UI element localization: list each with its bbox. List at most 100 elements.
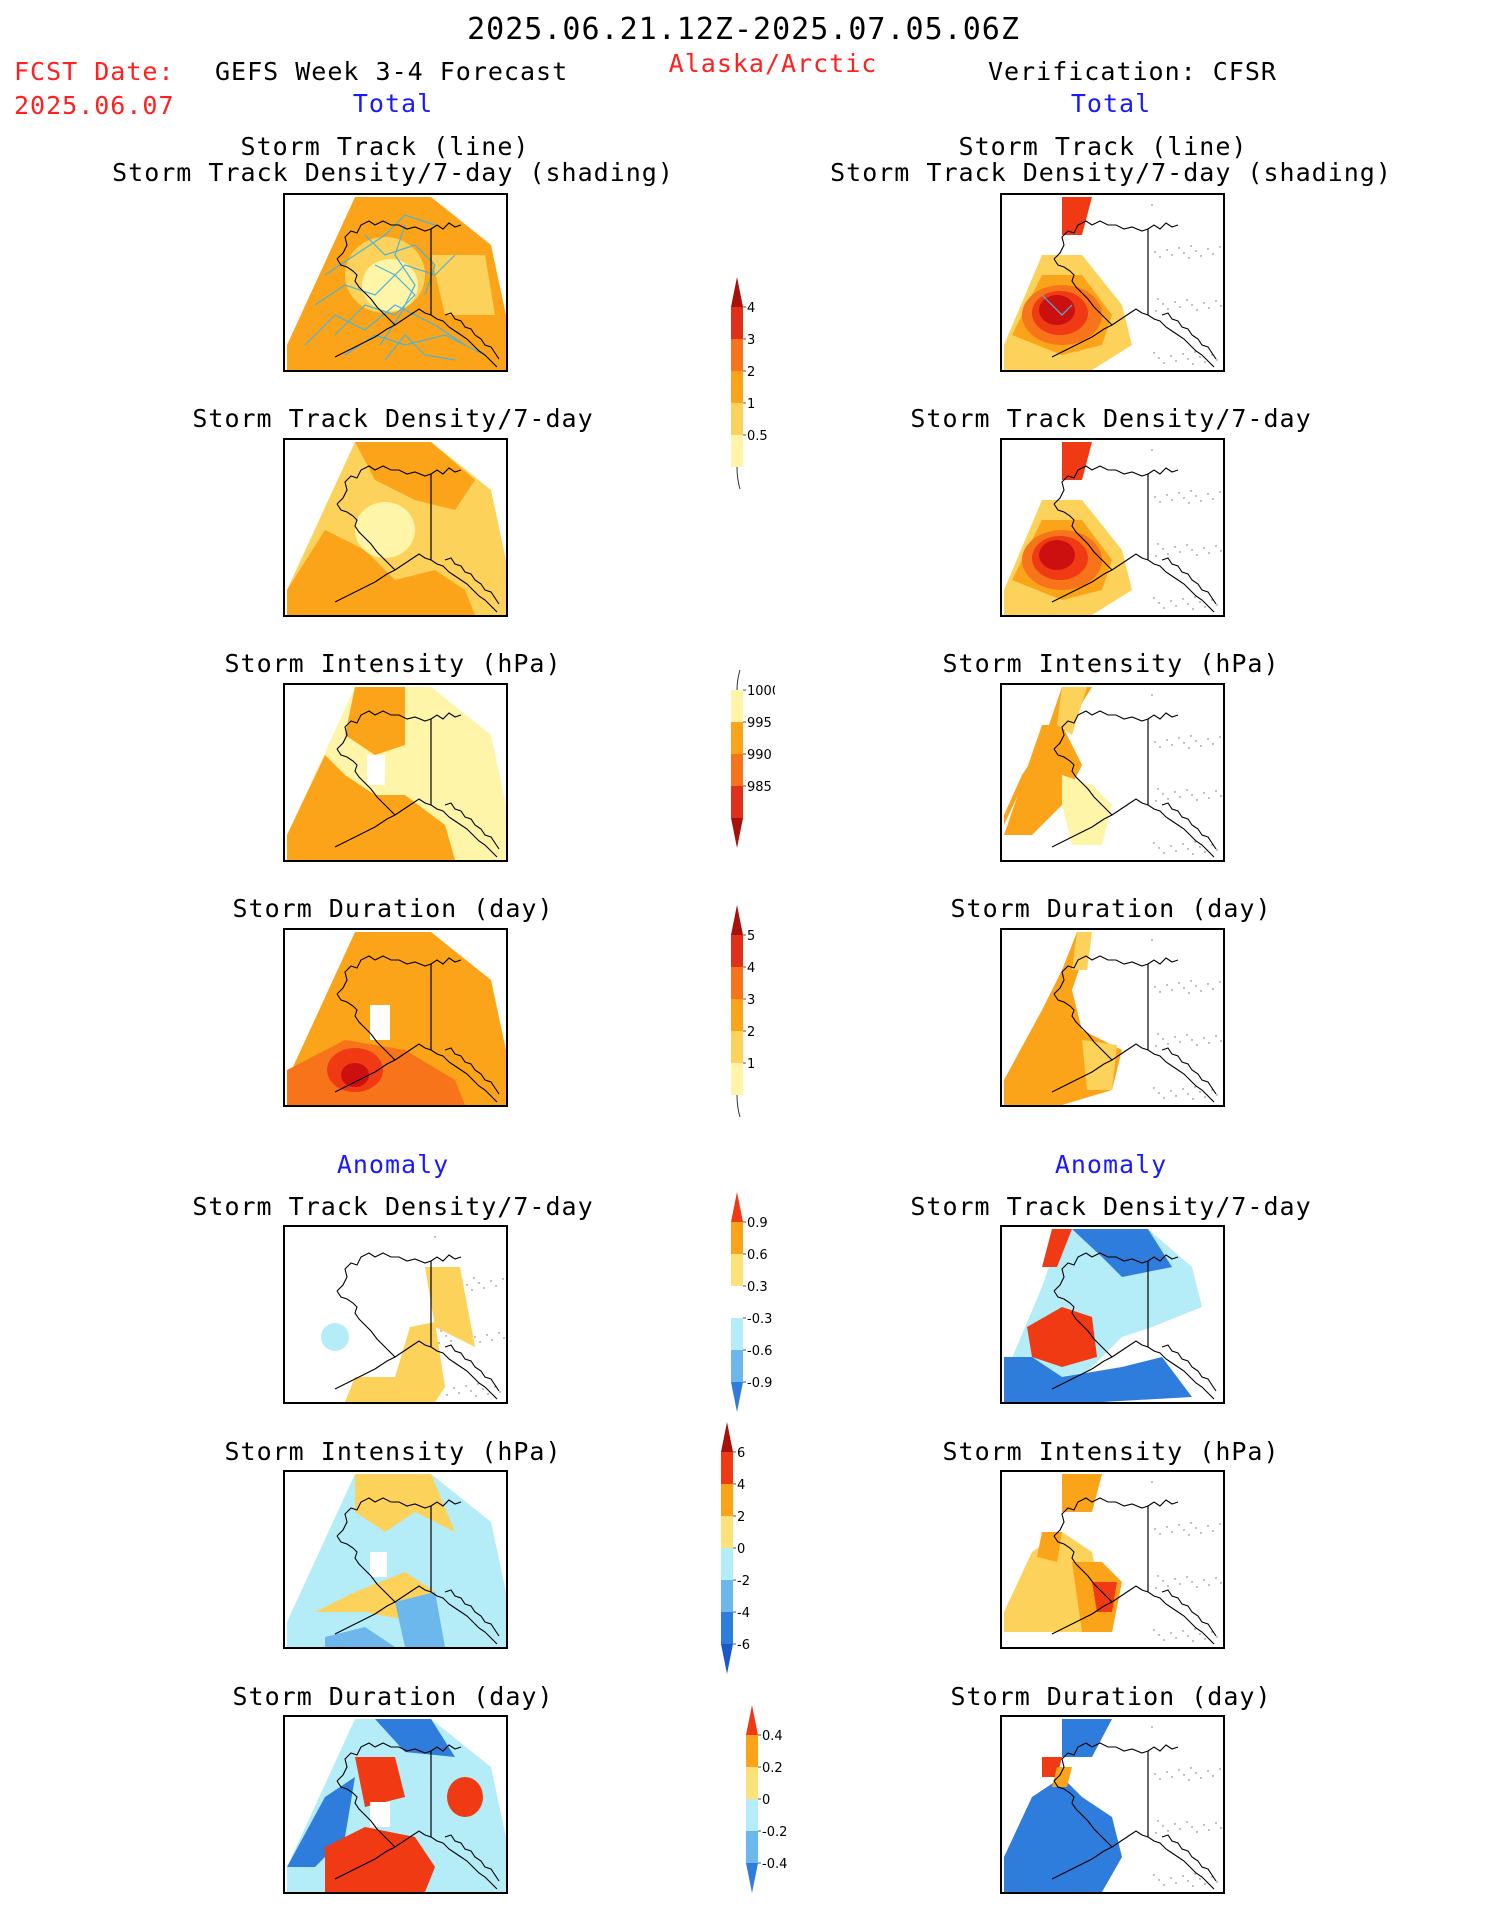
- colorbar-swatch: [731, 307, 743, 339]
- shading-area: [345, 1322, 445, 1402]
- shading-area: [375, 1719, 455, 1757]
- shading-area: [1072, 1229, 1172, 1277]
- shading-area: [355, 502, 415, 558]
- colorbar-tick-label: 0.9: [747, 1216, 768, 1231]
- colorbar-swatch: [731, 371, 743, 403]
- colorbar-tick-label: -0.2: [762, 1825, 787, 1840]
- shading-area: [1072, 932, 1092, 970]
- title-track-line-cfsr: Storm Track (line): [958, 132, 1248, 161]
- colorbar-tick-label: -6: [737, 1638, 750, 1653]
- colorbar-tick-label: 1: [747, 1057, 755, 1072]
- colorbar-tick-label: 3: [747, 333, 755, 348]
- coastline: [334, 1742, 500, 1890]
- shading-area: [362, 259, 418, 311]
- colorbar-tick-label: -2: [737, 1574, 750, 1589]
- title-intensity: Storm Intensity (hPa): [224, 649, 562, 678]
- title-density: Storm Track Density/7-day: [192, 404, 594, 433]
- verification-title: Verification: CFSR: [988, 57, 1277, 86]
- colorbar-swatch: [731, 1318, 743, 1350]
- shading-area: [367, 755, 385, 785]
- graticule-dots: [1151, 694, 1222, 855]
- map-cfsr-track: [1000, 193, 1225, 372]
- colorbar-swatch: [731, 1031, 743, 1063]
- colorbar-extend-bottom: [731, 1382, 743, 1412]
- colorbar-tick-label: 0.2: [762, 1761, 783, 1776]
- colorbar-swatch: [731, 339, 743, 371]
- colorbar-tick-label: 0: [737, 1542, 745, 1557]
- colorbar-tick-label: 995: [747, 716, 772, 731]
- title-track-shading: Storm Track Density/7-day (shading): [112, 158, 674, 187]
- shading-area: [355, 1474, 455, 1532]
- colorbar-extend-top: [731, 277, 743, 307]
- graticule-dots: [1151, 204, 1222, 365]
- colorbar-tick-label: -4: [737, 1606, 750, 1621]
- map-gefs-duration: [283, 928, 508, 1107]
- coastline: [334, 1497, 500, 1645]
- colorbar-tick-label: 4: [747, 301, 755, 316]
- colorbar-tick-label: 985: [747, 780, 772, 795]
- colorbar-swatch: [746, 1735, 758, 1767]
- title-density-anom-cfsr: Storm Track Density/7-day: [910, 1192, 1312, 1221]
- title-duration-anom-cfsr: Storm Duration (day): [950, 1682, 1272, 1711]
- colorbar-extend-top: [731, 1192, 743, 1222]
- colorbar-tick-label: -0.3: [747, 1312, 772, 1327]
- colorbar-swatch: [731, 435, 743, 467]
- colorbar-swatch: [731, 1254, 743, 1286]
- shading-area: [355, 442, 475, 510]
- colorbar-swatch: [731, 967, 743, 999]
- map-cfsr-duration: [1000, 928, 1225, 1107]
- coastline: [1051, 465, 1217, 613]
- map-cfsr-intensity: [1000, 683, 1225, 862]
- colorbar-extend-top: [731, 905, 743, 935]
- shading-area: [321, 1323, 349, 1351]
- colorbar-extend-top: [746, 1705, 758, 1735]
- colorbar-density-anomaly: 0.9 0.6 0.3 -0.3 -0.6 -0.9: [731, 1192, 772, 1412]
- colorbar-swatch: [731, 1222, 743, 1254]
- title-intensity-cfsr: Storm Intensity (hPa): [942, 649, 1280, 678]
- period-title: 2025.06.21.12Z-2025.07.05.06Z: [467, 12, 1020, 47]
- colorbar-extend-top: [721, 1422, 733, 1452]
- colorbar-tail-bottom: [736, 1094, 741, 1118]
- shading-area: [1092, 1582, 1117, 1612]
- map-gefs-track: [283, 193, 508, 372]
- colorbar-tick-label: 990: [747, 748, 772, 763]
- shading-area: [1062, 442, 1092, 480]
- map-gefs-density: [283, 438, 508, 617]
- colorbar-tick-label: -0.4: [762, 1857, 787, 1872]
- shading-area: [1042, 1229, 1072, 1267]
- coastline: [1051, 710, 1217, 858]
- shading-area: [1057, 687, 1087, 735]
- colorbar-intensity-total: 1000 995 990 985: [731, 669, 775, 848]
- shading-area: [325, 1627, 395, 1647]
- colorbar-tick-label: 4: [737, 1478, 745, 1493]
- colorbar-tick-label: 1000: [747, 684, 775, 699]
- coastline: [334, 955, 500, 1103]
- total-label-right: Total: [1070, 89, 1152, 118]
- colorbar-tick-label: 0.6: [747, 1248, 768, 1263]
- colorbar-swatch: [731, 1063, 743, 1095]
- map-gefs-intensity-anom: [283, 1470, 508, 1649]
- colorbar-swatch: [746, 1831, 758, 1863]
- colorbar-tick-label: 2: [737, 1510, 745, 1525]
- colorbar-tick-label: 2: [747, 1025, 755, 1040]
- colorbar-swatch: [721, 1580, 733, 1612]
- coastline: [1051, 955, 1217, 1103]
- colorbar-tail-top: [736, 669, 741, 691]
- map-gefs-duration-anom: [283, 1715, 508, 1894]
- colorbar-tick-label: 0.4: [762, 1729, 783, 1744]
- colorbar-tick-label: -0.9: [747, 1376, 772, 1391]
- title-track-line: Storm Track (line): [240, 132, 530, 161]
- colorbar-swatch: [731, 786, 743, 818]
- title-duration-anom: Storm Duration (day): [232, 1682, 554, 1711]
- fcst-date-value: 2025.06.07: [14, 91, 175, 120]
- shading-area: [431, 255, 495, 315]
- coastline: [334, 465, 500, 613]
- shading-area: [370, 1552, 387, 1577]
- colorbar-duration-total: 5 4 3 2 1: [731, 905, 755, 1118]
- colorbar-swatch: [746, 1799, 758, 1831]
- colorbar-tick-label: -0.6: [747, 1344, 772, 1359]
- title-density-cfsr: Storm Track Density/7-day: [910, 404, 1312, 433]
- colorbar-tail-bottom: [736, 466, 741, 490]
- shading-area: [1082, 1040, 1117, 1090]
- colorbar-swatch: [731, 935, 743, 967]
